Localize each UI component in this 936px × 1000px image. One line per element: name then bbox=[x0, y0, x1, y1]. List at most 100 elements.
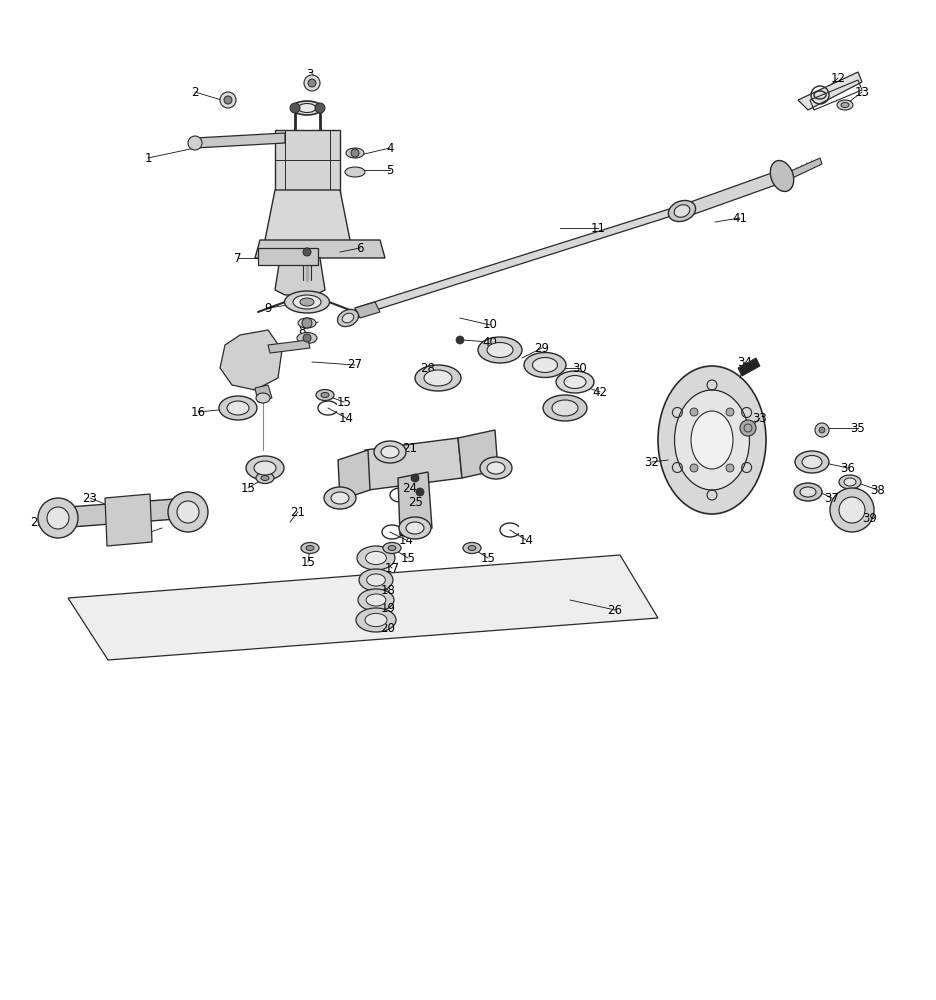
Ellipse shape bbox=[795, 451, 829, 473]
Polygon shape bbox=[398, 472, 432, 535]
Ellipse shape bbox=[366, 594, 386, 606]
Text: 34: 34 bbox=[738, 356, 753, 368]
Text: 41: 41 bbox=[733, 212, 748, 225]
Text: 3: 3 bbox=[306, 68, 314, 82]
Ellipse shape bbox=[406, 522, 424, 534]
Polygon shape bbox=[195, 133, 285, 148]
Polygon shape bbox=[255, 240, 385, 258]
Ellipse shape bbox=[383, 542, 401, 554]
Circle shape bbox=[224, 96, 232, 104]
Text: 42: 42 bbox=[592, 385, 607, 398]
Ellipse shape bbox=[254, 461, 276, 475]
Polygon shape bbox=[355, 205, 684, 316]
Text: 2: 2 bbox=[191, 86, 198, 99]
Ellipse shape bbox=[543, 395, 587, 421]
Text: 25: 25 bbox=[408, 495, 423, 508]
Polygon shape bbox=[55, 498, 190, 528]
Text: 40: 40 bbox=[483, 336, 497, 349]
Ellipse shape bbox=[770, 161, 794, 191]
Ellipse shape bbox=[297, 332, 317, 344]
Circle shape bbox=[411, 474, 419, 482]
Circle shape bbox=[177, 501, 199, 523]
Text: 17: 17 bbox=[385, 562, 400, 574]
Circle shape bbox=[726, 408, 734, 416]
Text: 29: 29 bbox=[534, 342, 549, 355]
Text: 31: 31 bbox=[561, 401, 576, 414]
Polygon shape bbox=[365, 438, 462, 490]
Ellipse shape bbox=[552, 400, 578, 416]
Text: 26: 26 bbox=[607, 603, 622, 616]
Circle shape bbox=[315, 103, 325, 113]
Circle shape bbox=[47, 507, 69, 529]
Polygon shape bbox=[275, 130, 340, 200]
Ellipse shape bbox=[365, 613, 387, 627]
Circle shape bbox=[456, 336, 464, 344]
Ellipse shape bbox=[292, 101, 322, 115]
Text: 8: 8 bbox=[299, 324, 306, 336]
Polygon shape bbox=[275, 258, 325, 295]
Circle shape bbox=[690, 408, 698, 416]
Circle shape bbox=[303, 248, 311, 256]
Text: 38: 38 bbox=[870, 484, 885, 496]
Ellipse shape bbox=[345, 167, 365, 177]
Ellipse shape bbox=[357, 546, 395, 570]
Text: 21: 21 bbox=[135, 528, 150, 542]
Ellipse shape bbox=[301, 542, 319, 554]
Text: 13: 13 bbox=[855, 86, 870, 99]
Ellipse shape bbox=[374, 441, 406, 463]
Circle shape bbox=[819, 427, 825, 433]
Ellipse shape bbox=[658, 366, 766, 514]
Ellipse shape bbox=[487, 342, 513, 358]
Text: 14: 14 bbox=[339, 412, 354, 424]
Circle shape bbox=[302, 318, 312, 328]
Text: 16: 16 bbox=[191, 406, 206, 418]
Circle shape bbox=[303, 334, 311, 342]
Circle shape bbox=[168, 492, 208, 532]
Ellipse shape bbox=[837, 100, 853, 110]
Ellipse shape bbox=[533, 358, 558, 372]
Ellipse shape bbox=[306, 546, 314, 550]
Circle shape bbox=[290, 103, 300, 113]
Polygon shape bbox=[268, 340, 310, 353]
Text: 27: 27 bbox=[347, 359, 362, 371]
Circle shape bbox=[726, 464, 734, 472]
Ellipse shape bbox=[691, 411, 733, 469]
Polygon shape bbox=[105, 494, 152, 546]
Circle shape bbox=[416, 488, 424, 496]
Ellipse shape bbox=[388, 546, 396, 550]
Text: 14: 14 bbox=[399, 534, 414, 546]
Ellipse shape bbox=[674, 205, 690, 217]
Ellipse shape bbox=[844, 478, 856, 486]
Ellipse shape bbox=[399, 517, 431, 539]
Text: 15: 15 bbox=[401, 552, 416, 564]
Ellipse shape bbox=[261, 476, 269, 481]
Text: 15: 15 bbox=[337, 395, 351, 408]
Text: 24: 24 bbox=[402, 482, 417, 494]
Polygon shape bbox=[258, 248, 318, 265]
Ellipse shape bbox=[359, 569, 393, 591]
Text: 5: 5 bbox=[387, 163, 394, 176]
Ellipse shape bbox=[839, 475, 861, 489]
Text: 15: 15 bbox=[300, 556, 315, 568]
Ellipse shape bbox=[346, 148, 364, 158]
Ellipse shape bbox=[358, 589, 394, 611]
Text: 35: 35 bbox=[851, 422, 866, 434]
Circle shape bbox=[839, 497, 865, 523]
Ellipse shape bbox=[564, 375, 586, 388]
Circle shape bbox=[740, 420, 756, 436]
Ellipse shape bbox=[338, 309, 358, 327]
Ellipse shape bbox=[415, 365, 461, 391]
Circle shape bbox=[188, 136, 202, 150]
Text: 15: 15 bbox=[480, 552, 495, 564]
Text: 22: 22 bbox=[31, 516, 46, 528]
Text: 1: 1 bbox=[144, 151, 152, 164]
Text: 20: 20 bbox=[381, 621, 395, 635]
Ellipse shape bbox=[321, 392, 329, 397]
Ellipse shape bbox=[841, 103, 849, 107]
Ellipse shape bbox=[293, 295, 321, 309]
Text: 4: 4 bbox=[387, 141, 394, 154]
Ellipse shape bbox=[675, 390, 750, 490]
Text: 21: 21 bbox=[402, 442, 417, 454]
Ellipse shape bbox=[343, 313, 354, 323]
Text: 21: 21 bbox=[290, 506, 305, 518]
